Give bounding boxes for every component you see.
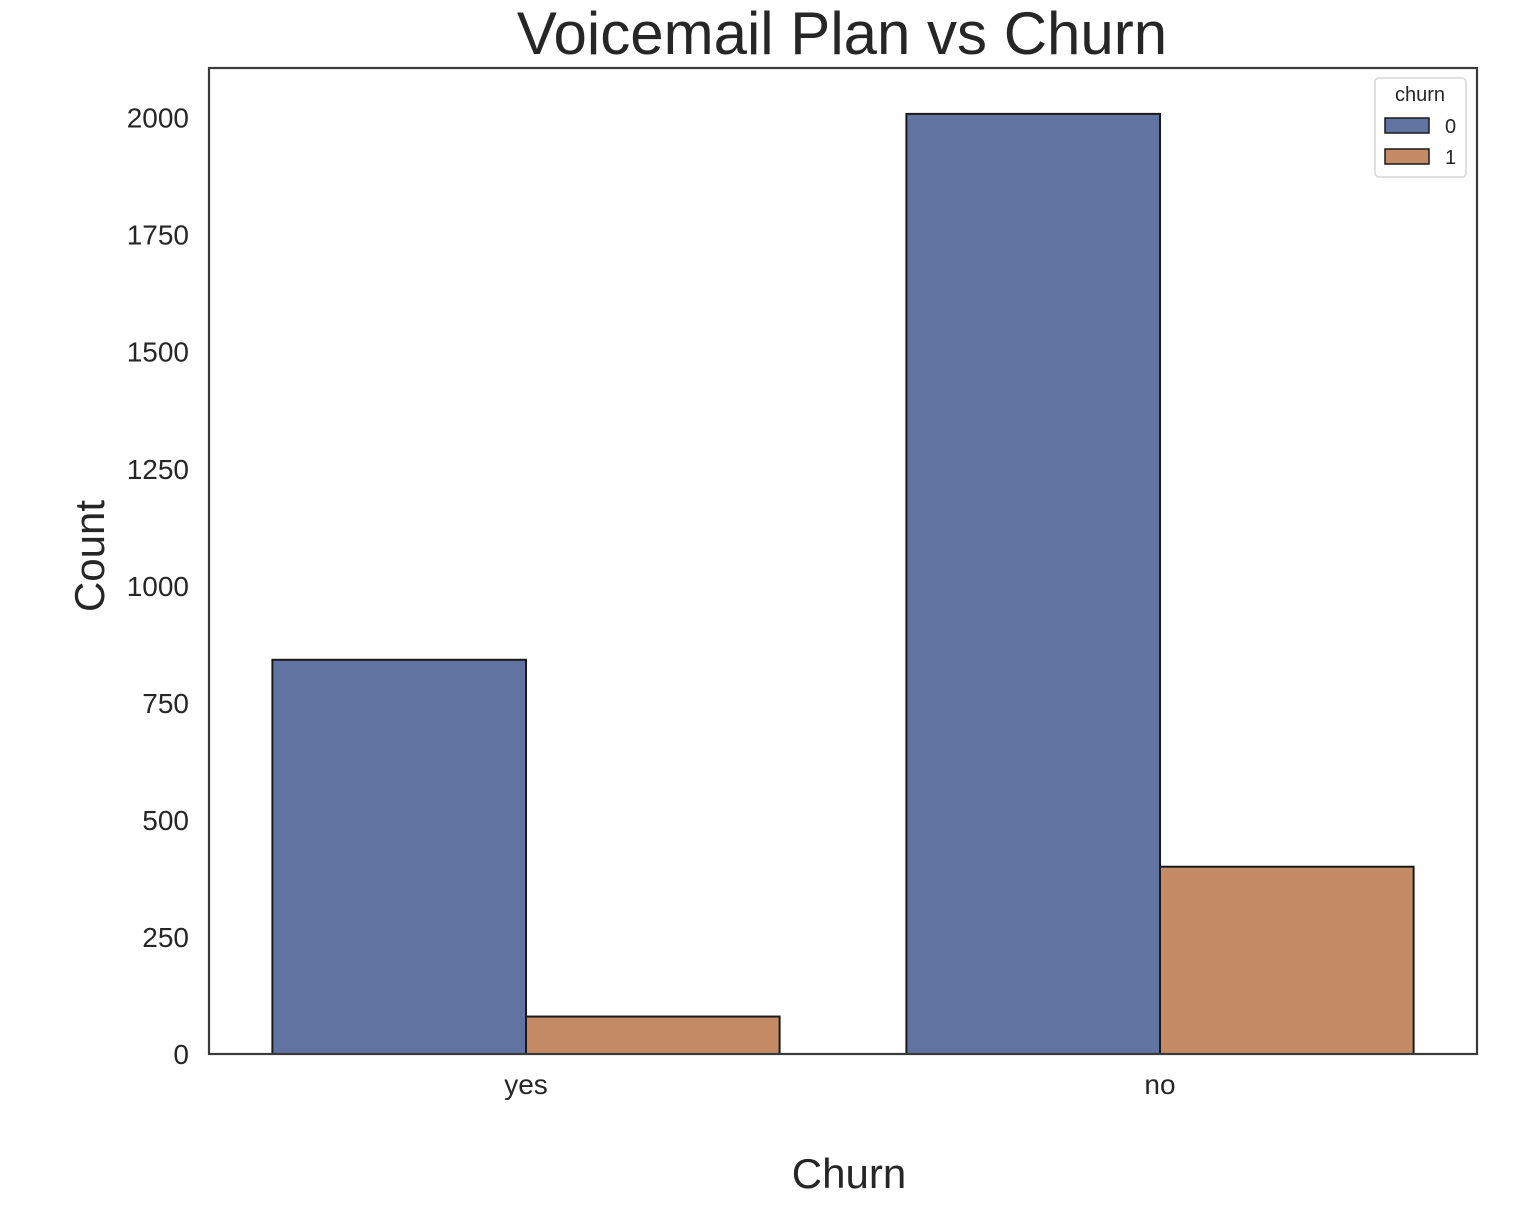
y-tick-label: 1750: [127, 220, 189, 251]
bar-yes-churn-1: [525, 1015, 781, 1055]
bar-yes-churn-0: [271, 658, 527, 1056]
y-tick-label: 1500: [127, 337, 189, 368]
bar-no-churn-1: [1159, 865, 1415, 1055]
legend-swatch-0: [1384, 117, 1430, 134]
legend-title: churn: [1395, 84, 1445, 106]
x-axis-ticks: yes no: [504, 1069, 1175, 1100]
plot-frame: [207, 66, 1479, 1056]
y-tick-label: 500: [142, 805, 189, 836]
x-tick-label: no: [1144, 1069, 1175, 1100]
legend: churn 01: [1374, 77, 1467, 178]
y-axis-label: Count: [66, 500, 113, 612]
y-tick-label: 750: [142, 688, 189, 719]
chart-title: Voicemail Plan vs Churn: [517, 0, 1167, 67]
y-axis-ticks: 0 250 500 750 1000 1250 1500 1750 2000: [127, 103, 189, 1070]
y-tick-label: 250: [142, 922, 189, 953]
bars: [271, 112, 1415, 1056]
y-tick-label: 1000: [127, 571, 189, 602]
x-tick-label: yes: [504, 1069, 548, 1100]
legend-entries: 01: [1384, 116, 1456, 169]
legend-swatch-1: [1384, 148, 1430, 165]
y-tick-label: 2000: [127, 103, 189, 134]
bar-no-churn-0: [905, 112, 1162, 1055]
y-tick-label: 0: [173, 1039, 189, 1070]
x-axis-label: Churn: [792, 1150, 906, 1197]
y-tick-label: 1250: [127, 454, 189, 485]
legend-label-0: 0: [1445, 116, 1456, 138]
legend-label-1: 1: [1445, 147, 1456, 169]
